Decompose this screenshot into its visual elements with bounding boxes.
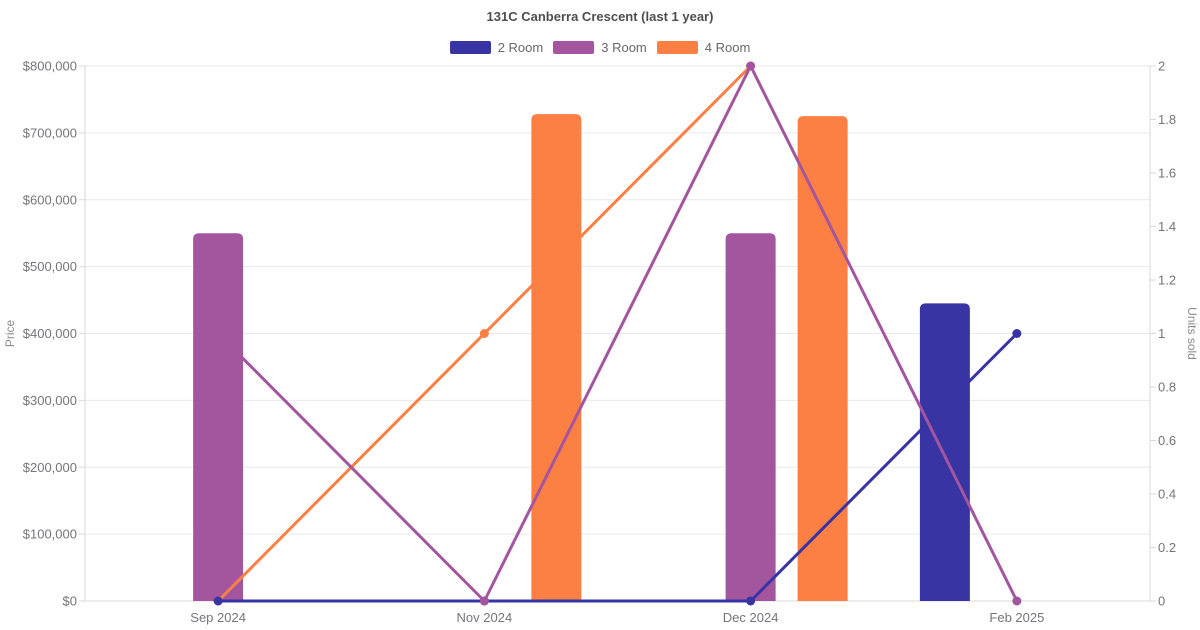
y-right-tick-label: 1.8 (1158, 112, 1176, 127)
bar-2-room-feb-2025[interactable] (919, 303, 970, 601)
legend-label: 3 Room (601, 40, 647, 55)
legend-swatch-4-room (656, 41, 698, 54)
y-right-tick-label: 0 (1158, 594, 1165, 609)
y-left-tick-label: $300,000 (23, 393, 77, 408)
y-right-tick-label: 0.4 (1158, 487, 1176, 502)
line-2-room (216, 332, 1019, 603)
y-right-axis-title: Units sold (1185, 307, 1199, 360)
y-left-tick-label: $0 (63, 594, 77, 609)
point-2-room-feb-2025[interactable] (1012, 329, 1022, 338)
y-left-tick-label: $200,000 (23, 460, 77, 475)
bar-3-room-dec-2024[interactable] (725, 233, 776, 601)
chart-legend: 2 Room 3 Room 4 Room (0, 40, 1200, 55)
legend-label: 4 Room (704, 40, 751, 55)
x-tick-label-feb-2025: Feb 2025 (989, 610, 1044, 625)
y-left-tick-label: $800,000 (23, 59, 77, 74)
y-right-tick-label: 0.2 (1158, 540, 1176, 555)
point-4-room-nov-2024[interactable] (479, 329, 489, 338)
y-left-tick-label: $100,000 (23, 527, 77, 542)
x-tick-label-sep-2024: Sep 2024 (190, 610, 246, 625)
y-left-axis-title: Price (3, 320, 17, 348)
legend-label: 2 Room (497, 40, 544, 55)
y-right-tick-label: 2 (1158, 59, 1165, 74)
legend-swatch-3-room (553, 41, 595, 54)
point-3-room-feb-2025[interactable] (1012, 596, 1022, 606)
y-right-tick-label: 1.6 (1158, 166, 1176, 181)
bar-4-room-nov-2024[interactable] (531, 114, 582, 602)
y-left-tick-label: $700,000 (23, 125, 77, 140)
point-3-room-nov-2024[interactable] (479, 596, 489, 606)
legend-item-4-room[interactable]: 4 Room (656, 40, 751, 55)
bar-3-room-sep-2024[interactable] (193, 233, 244, 601)
y-left-tick-label: $600,000 (23, 192, 77, 207)
y-right-tick-label: 0.6 (1158, 433, 1176, 448)
point-2-room-dec-2024[interactable] (746, 596, 756, 606)
point-3-room-sep-2024[interactable] (213, 329, 223, 338)
y-left-tick-label: $400,000 (23, 326, 77, 341)
y-right-tick-label: 1.4 (1158, 219, 1176, 234)
legend-item-3-room[interactable]: 3 Room (553, 40, 647, 55)
y-right-tick-label: 1.2 (1158, 273, 1176, 288)
chart-title: 131C Canberra Crescent (last 1 year) (486, 9, 714, 24)
x-tick-label-nov-2024: Nov 2024 (457, 610, 513, 625)
point-2-room-sep-2024[interactable] (213, 596, 223, 606)
legend-item-2-room[interactable]: 2 Room (449, 40, 544, 55)
line-3-room (216, 64, 1019, 603)
y-right-tick-label: 1 (1158, 326, 1165, 341)
x-tick-label-dec-2024: Dec 2024 (723, 610, 779, 625)
point-3-room-dec-2024[interactable] (746, 61, 756, 71)
legend-swatch-2-room (449, 41, 491, 54)
y-left-tick-label: $500,000 (23, 259, 77, 274)
y-right-tick-label: 0.8 (1158, 380, 1176, 395)
